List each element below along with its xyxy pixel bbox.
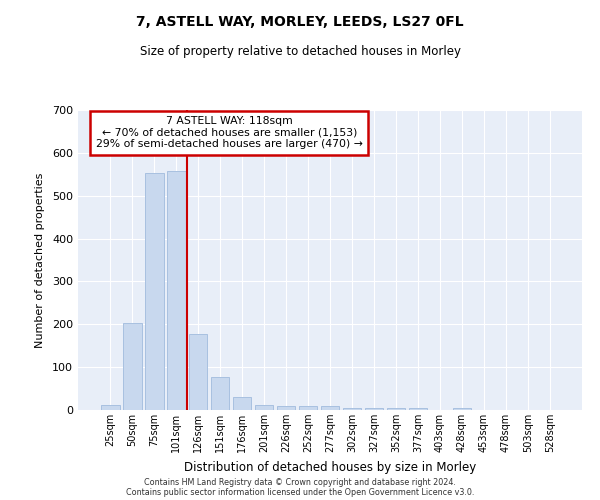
Bar [343,408,361,410]
Bar [189,334,208,410]
Bar [233,397,251,410]
Bar [255,405,274,410]
Bar [299,406,317,410]
Bar [452,408,471,410]
Text: Size of property relative to detached houses in Morley: Size of property relative to detached ho… [139,45,461,58]
Text: Contains public sector information licensed under the Open Government Licence v3: Contains public sector information licen… [126,488,474,497]
X-axis label: Distribution of detached houses by size in Morley: Distribution of detached houses by size … [184,460,476,473]
Bar [365,408,383,410]
Bar [101,405,119,410]
Text: Contains HM Land Registry data © Crown copyright and database right 2024.: Contains HM Land Registry data © Crown c… [144,478,456,487]
Bar [123,322,142,410]
Bar [409,408,427,410]
Bar [320,406,340,410]
Bar [277,406,295,410]
Bar [167,171,185,410]
Bar [211,376,229,410]
Bar [386,408,405,410]
Text: 7, ASTELL WAY, MORLEY, LEEDS, LS27 0FL: 7, ASTELL WAY, MORLEY, LEEDS, LS27 0FL [136,15,464,29]
Bar [145,173,164,410]
Text: 7 ASTELL WAY: 118sqm
← 70% of detached houses are smaller (1,153)
29% of semi-de: 7 ASTELL WAY: 118sqm ← 70% of detached h… [96,116,362,149]
Y-axis label: Number of detached properties: Number of detached properties [35,172,45,348]
